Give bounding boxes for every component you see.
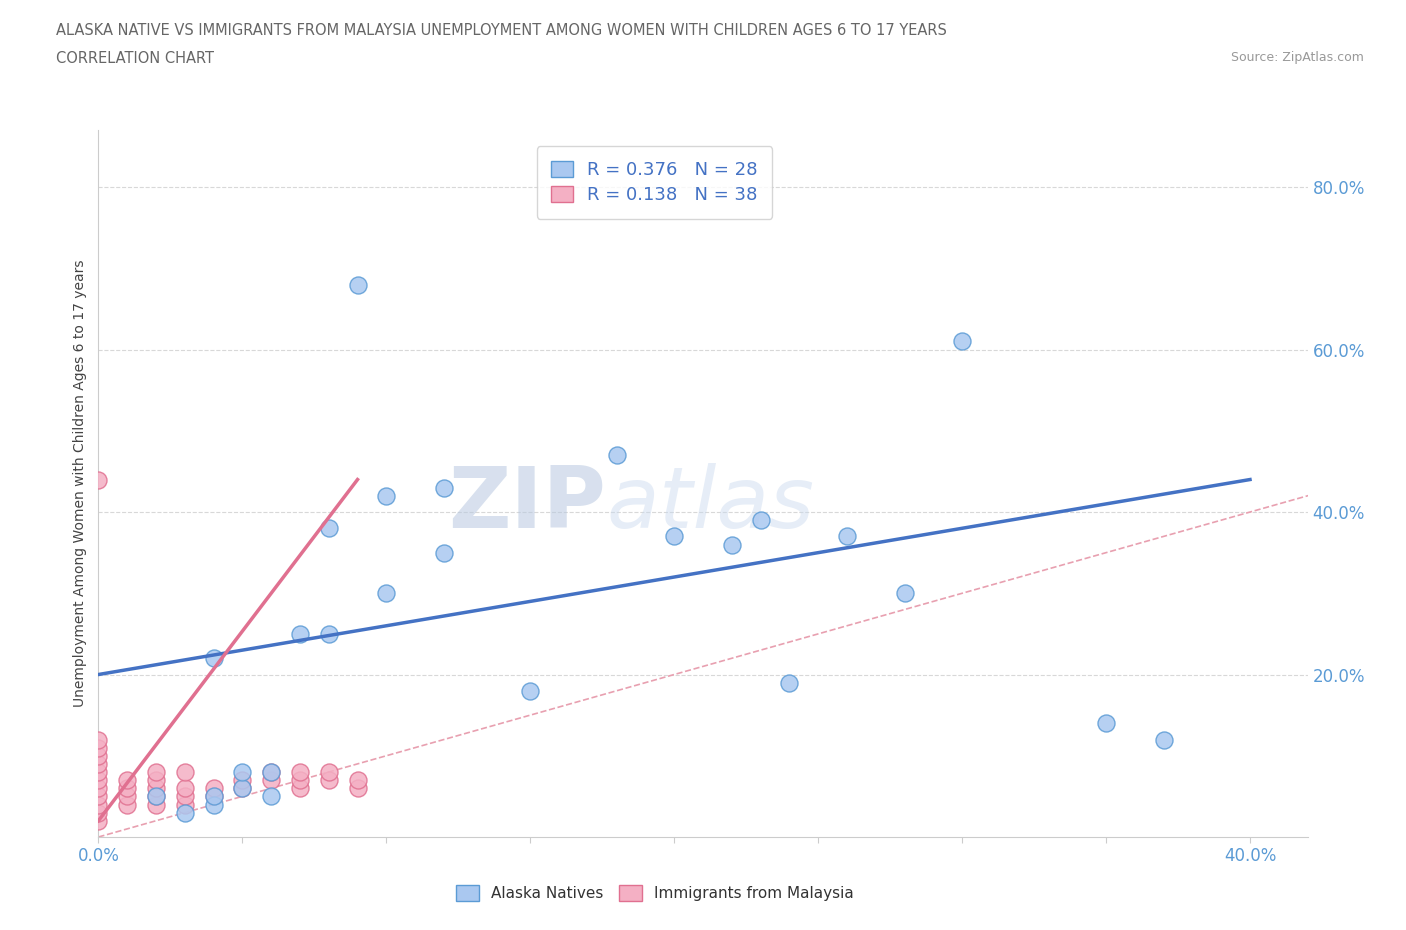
Point <box>202 797 225 812</box>
Text: ALASKA NATIVE VS IMMIGRANTS FROM MALAYSIA UNEMPLOYMENT AMONG WOMEN WITH CHILDREN: ALASKA NATIVE VS IMMIGRANTS FROM MALAYSI… <box>56 23 948 38</box>
Point <box>1153 732 1175 747</box>
Point <box>375 488 398 503</box>
Point <box>115 773 138 788</box>
Point <box>318 773 340 788</box>
Point <box>288 764 311 779</box>
Point <box>173 805 195 820</box>
Point <box>145 764 167 779</box>
Point <box>87 756 110 771</box>
Point <box>318 521 340 536</box>
Point <box>145 789 167 804</box>
Point <box>375 586 398 601</box>
Point <box>173 789 195 804</box>
Point <box>231 764 253 779</box>
Text: ZIP: ZIP <box>449 463 606 546</box>
Y-axis label: Unemployment Among Women with Children Ages 6 to 17 years: Unemployment Among Women with Children A… <box>73 259 87 708</box>
Point <box>346 773 368 788</box>
Point <box>202 781 225 796</box>
Point <box>950 334 973 349</box>
Point <box>433 545 456 560</box>
Point <box>346 277 368 292</box>
Point <box>202 789 225 804</box>
Point <box>115 797 138 812</box>
Point <box>231 781 253 796</box>
Point <box>720 538 742 552</box>
Point <box>433 480 456 495</box>
Text: Source: ZipAtlas.com: Source: ZipAtlas.com <box>1230 51 1364 64</box>
Point <box>87 781 110 796</box>
Point <box>145 789 167 804</box>
Point <box>288 627 311 642</box>
Text: atlas: atlas <box>606 463 814 546</box>
Point <box>1095 716 1118 731</box>
Point <box>173 764 195 779</box>
Point <box>288 781 311 796</box>
Point <box>145 797 167 812</box>
Point <box>202 789 225 804</box>
Point <box>346 781 368 796</box>
Point <box>87 764 110 779</box>
Point <box>231 773 253 788</box>
Point <box>87 805 110 820</box>
Point <box>893 586 915 601</box>
Point <box>173 781 195 796</box>
Point <box>115 789 138 804</box>
Point <box>87 789 110 804</box>
Point <box>606 447 628 462</box>
Point <box>87 814 110 829</box>
Point <box>519 684 541 698</box>
Point <box>318 764 340 779</box>
Text: CORRELATION CHART: CORRELATION CHART <box>56 51 214 66</box>
Point <box>173 797 195 812</box>
Point <box>260 764 283 779</box>
Point <box>835 529 858 544</box>
Point <box>145 781 167 796</box>
Point <box>145 773 167 788</box>
Point <box>87 472 110 487</box>
Point <box>231 781 253 796</box>
Point <box>115 781 138 796</box>
Point <box>288 773 311 788</box>
Point <box>87 732 110 747</box>
Point <box>87 773 110 788</box>
Point <box>260 789 283 804</box>
Point <box>260 764 283 779</box>
Point <box>260 773 283 788</box>
Point <box>87 740 110 755</box>
Point <box>318 627 340 642</box>
Point <box>87 749 110 764</box>
Point <box>87 797 110 812</box>
Point <box>749 512 772 527</box>
Point <box>202 651 225 666</box>
Point <box>664 529 686 544</box>
Point <box>778 675 800 690</box>
Legend: Alaska Natives, Immigrants from Malaysia: Alaska Natives, Immigrants from Malaysia <box>450 879 859 907</box>
